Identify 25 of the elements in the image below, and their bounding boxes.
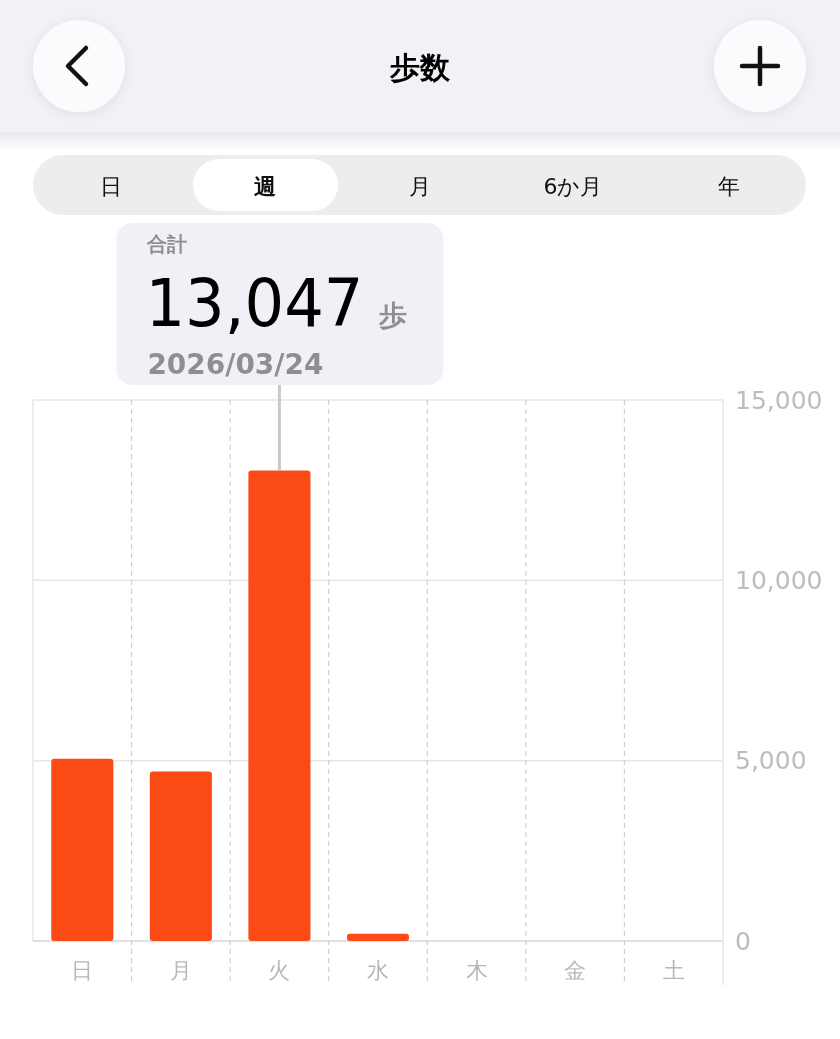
bar	[149, 771, 212, 941]
text: 合計	[146, 232, 188, 256]
x-tick-label: 金	[564, 957, 587, 983]
text: 日	[100, 173, 122, 199]
text: 週	[254, 173, 276, 199]
x-tick-label: 火	[268, 957, 291, 983]
x-tick-label: 土	[662, 957, 685, 983]
bar	[248, 470, 311, 941]
bar	[346, 933, 410, 941]
bar	[51, 758, 114, 941]
chart-title: 歩数	[389, 49, 451, 85]
text: 6か月	[543, 173, 603, 199]
annotation: 2026/03/24	[147, 348, 324, 381]
text: 年	[718, 173, 740, 199]
y-tick-label: 5,000	[735, 746, 807, 776]
x-tick-label: 月	[169, 957, 192, 983]
y-tick-label: 15,000	[735, 385, 823, 415]
y-tick-label: 10,000	[735, 565, 823, 595]
x-tick-label: 木	[465, 957, 488, 983]
text: 歩	[378, 299, 408, 332]
x-tick-label: 水	[367, 957, 389, 983]
data-label: 13,047	[145, 265, 377, 342]
text: 月	[409, 173, 431, 199]
x-tick-label: 日	[71, 957, 94, 983]
y-tick-label: 0	[735, 926, 751, 956]
